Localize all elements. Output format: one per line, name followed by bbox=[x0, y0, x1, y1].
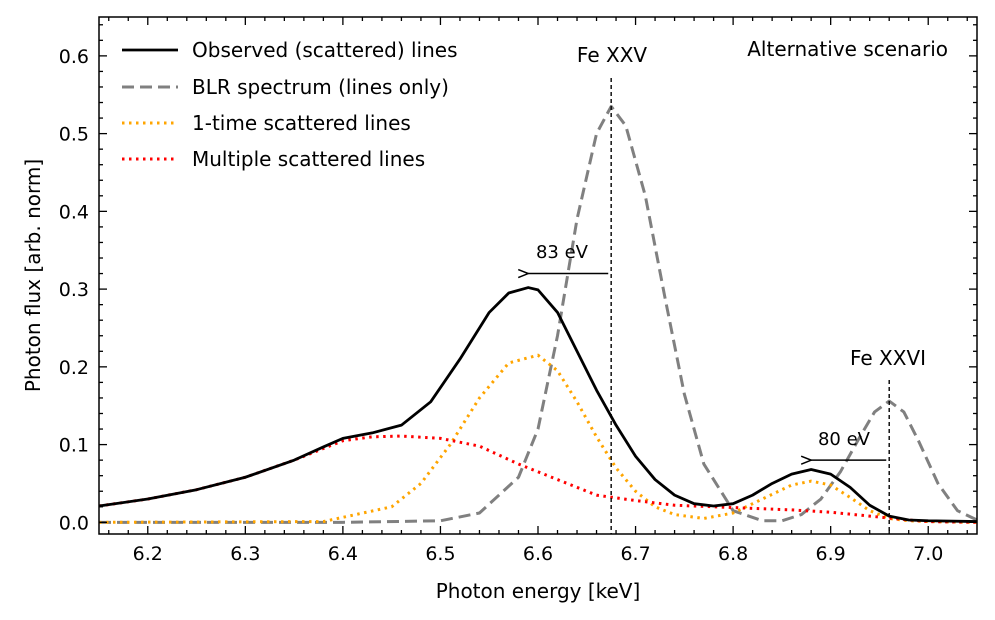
ticks-layer bbox=[99, 17, 977, 534]
legend-label-one-time: 1-time scattered lines bbox=[192, 111, 411, 135]
y-tick-label: 0.6 bbox=[59, 46, 89, 68]
x-tick-label: 6.5 bbox=[425, 543, 455, 565]
y-tick-label: 0.2 bbox=[59, 357, 89, 379]
series-line-blr bbox=[99, 104, 978, 524]
y-tick-label: 0.4 bbox=[59, 201, 89, 223]
x-tick-label: 6.3 bbox=[230, 543, 260, 565]
legend-label-multiple: Multiple scattered lines bbox=[192, 147, 425, 171]
legend-label-blr: BLR spectrum (lines only) bbox=[192, 75, 449, 99]
y-tick-label: 0.5 bbox=[59, 124, 89, 146]
legend-label-observed: Observed (scattered) lines bbox=[192, 38, 458, 62]
x-tick-label: 6.4 bbox=[328, 543, 358, 565]
x-tick-label: 6.6 bbox=[523, 543, 553, 565]
legend: Observed (scattered) lines BLR spectrum … bbox=[122, 38, 458, 171]
x-tick-label: 7.0 bbox=[913, 543, 943, 565]
x-tick-label: 6.9 bbox=[816, 543, 846, 565]
y-axis-label: Photon flux [arb. norm] bbox=[21, 159, 45, 392]
series-line-observed bbox=[98, 286, 978, 523]
x-tick-label: 6.2 bbox=[133, 543, 163, 565]
y-tick-label: 0.1 bbox=[59, 435, 89, 457]
fe-xxv-label: Fe XXV bbox=[577, 43, 647, 67]
series-layer bbox=[98, 104, 978, 524]
fe-xxvi-shift-label: 80 eV bbox=[818, 429, 871, 450]
annotation-layer: Fe XXV Fe XXVI 83 eV 80 eV Alternative s… bbox=[528, 37, 948, 534]
fe-xxv-shift-label: 83 eV bbox=[536, 242, 589, 263]
tick-labels-layer: 6.2 6.3 6.4 6.5 6.6 6.7 6.8 6.9 7.0 0.0 … bbox=[59, 46, 944, 565]
y-tick-label: 0.0 bbox=[59, 512, 89, 534]
y-tick-label: 0.3 bbox=[59, 279, 89, 301]
scenario-label: Alternative scenario bbox=[747, 37, 948, 61]
x-tick-label: 6.8 bbox=[718, 543, 748, 565]
fe-xxvi-label: Fe XXVI bbox=[850, 346, 926, 370]
x-tick-label: 6.7 bbox=[620, 543, 650, 565]
x-axis-label: Photon energy [keV] bbox=[436, 579, 641, 603]
